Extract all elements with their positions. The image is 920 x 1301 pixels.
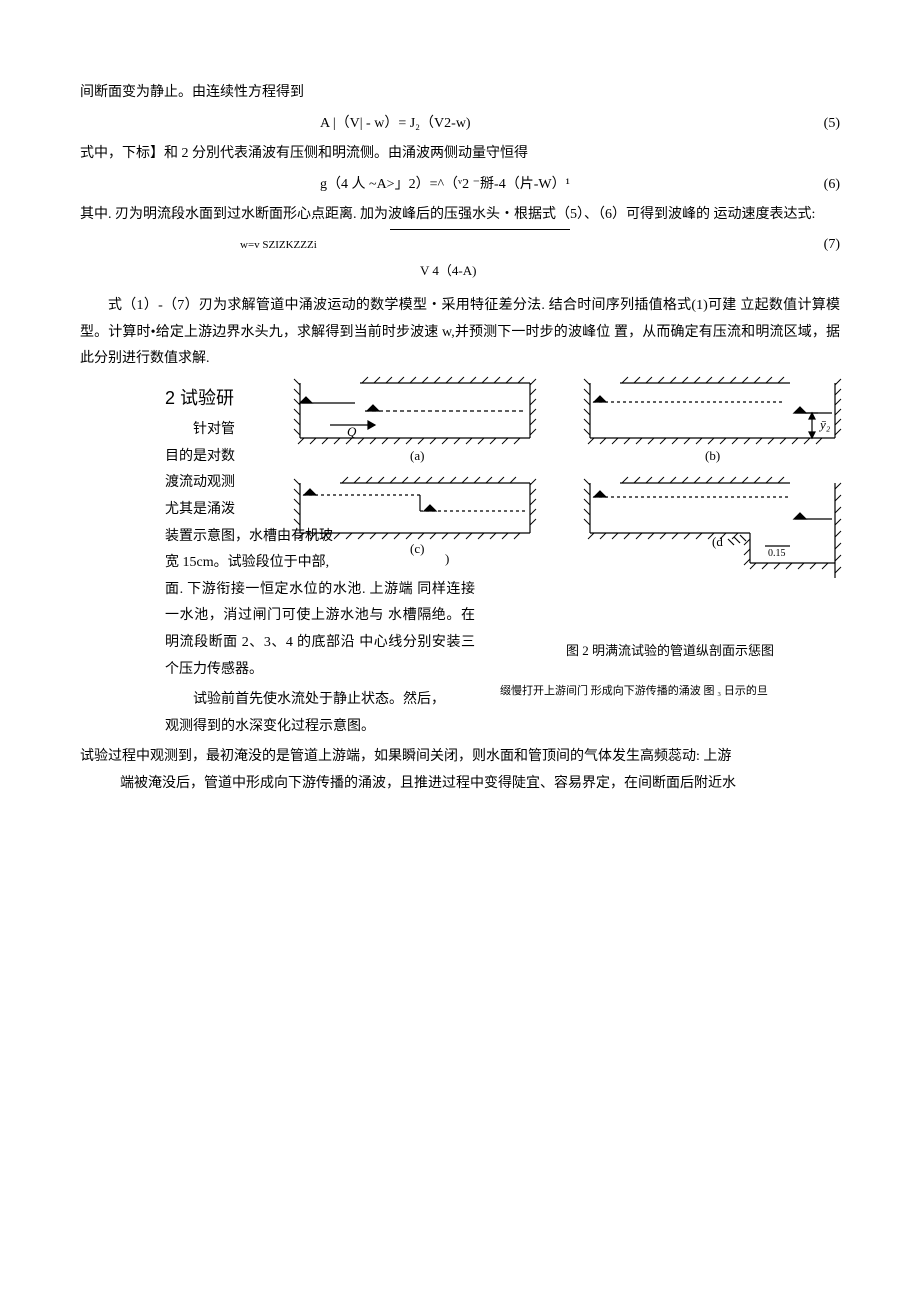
eq7-top: w=v SZIZKZZZi: [240, 235, 317, 256]
left-line-9: 观测得到的水深变化过程示意图。: [165, 714, 495, 741]
eq7-number: (7): [780, 232, 840, 259]
eq7-bottom: V 4（4-A): [420, 259, 840, 284]
svg-text:(a): (a): [410, 448, 424, 463]
svg-text:(c): (c): [410, 541, 424, 556]
equation-6: g（4 人 ~A>」2）=^（ᵛ2 ⁻掰-4（片-W）¹ (6): [80, 172, 840, 199]
svg-text:ȳ₂: ȳ₂: [818, 417, 831, 432]
eq5-body: A |（V| - w）= J₂（V2-w): [320, 111, 780, 138]
equation-7: w=v SZIZKZZZi (7) V 4（4-A): [80, 229, 840, 283]
paragraph-1: 间断面变为静止。由连续性方程得到: [80, 80, 840, 107]
figure-text-wrap: Q (a): [80, 381, 840, 740]
paragraph-4: 式（1）-（7）刃为求解管道中涌波运动的数学模型・采用特征差分法. 结合时间序列…: [80, 293, 840, 373]
equation-5: A |（V| - w）= J₂（V2-w) (5): [80, 111, 840, 138]
eq6-number: (6): [780, 172, 840, 199]
right-cut-text: 缀慢打开上游间门 形成向下游传播的涌波 图 ₃ 日示的旦: [500, 681, 850, 702]
svg-text:Q: Q: [347, 424, 357, 439]
paragraph-2: 式中，下标】和 2 分別代表涌波有压侧和明流侧。由涌波两侧动量守恒得: [80, 141, 840, 168]
tail-paragraph-2: 端被淹没后，管道中形成向下游传播的涌波，且推进过程中变得陡宜、容易界定，在间断面…: [80, 771, 840, 798]
eq5-number: (5): [780, 111, 840, 138]
figure-2-svg: Q (a): [290, 373, 850, 603]
tail-paragraph-1: 试验过程中观测到，最初淹没的是管道上游端，如果瞬间关闭，则水面和管顶间的气体发生…: [80, 744, 840, 771]
svg-text:): ): [445, 551, 449, 566]
figure-2-caption: 图 2 明满流试验的管道纵剖面示惩图: [520, 639, 820, 664]
eq6-body: g（4 人 ~A>」2）=^（ᵛ2 ⁻掰-4（片-W）¹: [320, 172, 780, 199]
svg-text:(d: (d: [712, 534, 723, 549]
svg-text:0.15: 0.15: [768, 548, 786, 559]
svg-text:(b): (b): [705, 448, 720, 463]
left-line-8: 试验前首先使水流处于静止状态。然后，: [165, 687, 495, 714]
paragraph-3: 其中. 刃为明流段水面到过水断面形心点距离. 加为波峰后的压强水头・根据式（5）…: [80, 202, 840, 229]
